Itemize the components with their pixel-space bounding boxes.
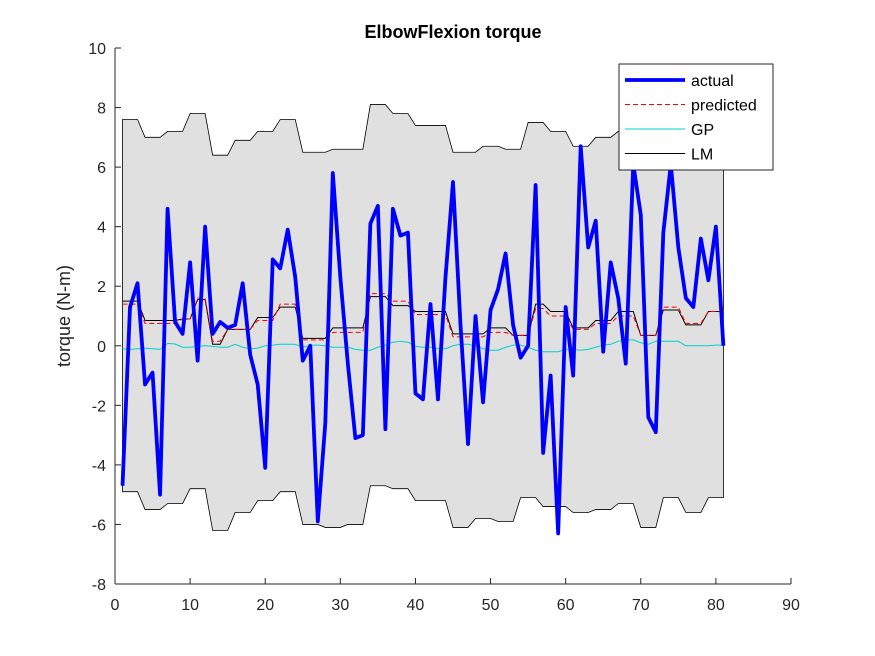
y-tick-label: 10: [88, 41, 106, 58]
chart-title: ElbowFlexion torque: [364, 22, 541, 42]
x-tick-label: 40: [407, 597, 425, 614]
legend-label-predicted: predicted: [691, 98, 757, 115]
y-tick-label: 0: [97, 339, 106, 356]
legend: actual predicted GP LM: [618, 63, 774, 171]
series-line-actual: [120, 144, 726, 536]
y-axis-title: torque (N-m): [54, 265, 74, 367]
x-tick-label: 90: [782, 597, 800, 614]
y-tick-label: -2: [92, 398, 106, 415]
y-tick-label: 6: [97, 160, 106, 177]
x-tick-label: 70: [632, 597, 650, 614]
x-tick-label: 50: [482, 597, 500, 614]
plot-area: [120, 104, 726, 536]
legend-label-GP: GP: [691, 122, 714, 139]
legend-label-LM: LM: [691, 147, 713, 164]
y-tick-label: 2: [97, 279, 106, 296]
x-tick-label: 30: [331, 597, 349, 614]
y-tick-label: -6: [92, 517, 106, 534]
y-tick-label: 4: [97, 220, 106, 237]
series-line-predicted: [122, 293, 724, 342]
uncertainty-band: [122, 104, 724, 531]
series-line-LM: [122, 296, 724, 345]
x-tick-label: 0: [111, 597, 120, 614]
y-tick-label: 8: [97, 101, 106, 118]
x-tick-label: 10: [181, 597, 199, 614]
legend-label-actual: actual: [691, 73, 734, 90]
x-tick-label: 80: [707, 597, 725, 614]
x-tick-label: 20: [256, 597, 274, 614]
x-tick-label: 60: [557, 597, 575, 614]
y-tick-label: -8: [92, 577, 106, 594]
y-tick-label: -4: [92, 458, 106, 475]
axes: 0 10 20 30 40 50 60 70 80 90 -8 -6 -4 -2 0 2 4 6 8 10: [88, 41, 800, 614]
